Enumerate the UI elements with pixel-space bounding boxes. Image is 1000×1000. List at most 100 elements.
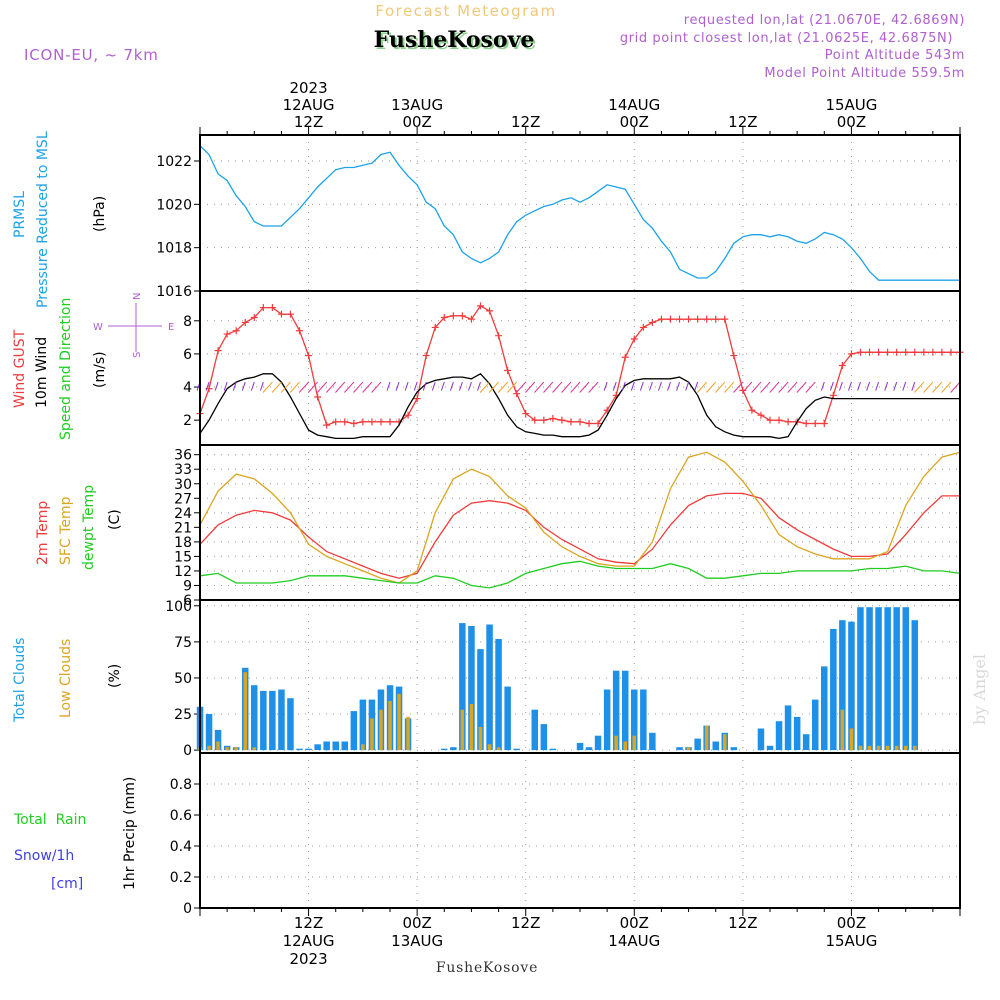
clouds-bar bbox=[585, 747, 593, 751]
wind-barb bbox=[724, 381, 735, 393]
model-point-altitude: Model Point Altitude 559.5m bbox=[764, 66, 965, 81]
wind-barb bbox=[694, 381, 699, 391]
gust-point bbox=[648, 318, 656, 326]
gust-point bbox=[368, 418, 376, 426]
gust-point bbox=[332, 418, 340, 426]
gust-point bbox=[467, 315, 475, 323]
temp-series-2 bbox=[199, 560, 961, 589]
clouds-bar bbox=[614, 735, 618, 751]
clouds-bar bbox=[496, 747, 501, 751]
wind-unit-label: (m/s) bbox=[92, 351, 108, 388]
time-label: 12Z bbox=[511, 113, 540, 131]
gust-point bbox=[305, 352, 313, 360]
clouds-bar bbox=[278, 689, 285, 751]
gust-point bbox=[277, 310, 285, 318]
snow-label: Snow/1h bbox=[14, 848, 74, 864]
clouds-bar bbox=[623, 741, 627, 751]
gust-point bbox=[241, 318, 249, 326]
clouds-bar bbox=[370, 718, 374, 751]
time-label: 12AUG bbox=[283, 96, 335, 114]
wind-barb bbox=[751, 381, 762, 393]
time-label: 00Z bbox=[837, 914, 866, 932]
time-label: 15AUG bbox=[825, 932, 877, 950]
clouds-bar bbox=[712, 741, 719, 751]
clouds-frame bbox=[199, 599, 961, 754]
temp-ytick-label: 15 bbox=[174, 549, 192, 565]
gust-point bbox=[214, 347, 222, 355]
gust-point bbox=[440, 313, 448, 321]
station-title: FusheKosove bbox=[374, 27, 535, 53]
time-label: 2023 bbox=[289, 79, 327, 97]
gust-point bbox=[594, 419, 602, 427]
wind-barb bbox=[950, 381, 961, 393]
clouds-bar bbox=[622, 670, 629, 751]
wind-barb bbox=[525, 381, 536, 393]
pressure-unit-label: (hPa) bbox=[92, 196, 108, 232]
clouds-bar bbox=[911, 620, 918, 751]
wind-ytick-label: 2 bbox=[183, 413, 192, 429]
gust-point bbox=[476, 302, 484, 310]
gust-point bbox=[820, 419, 828, 427]
wind-barb bbox=[875, 381, 880, 391]
clouds-bar bbox=[775, 721, 783, 751]
compass-w-label: W bbox=[93, 322, 103, 333]
gust-point bbox=[775, 416, 783, 424]
clouds-bar bbox=[867, 745, 872, 751]
clouds-bar bbox=[205, 714, 213, 751]
clouds-bar bbox=[350, 711, 358, 751]
wind-barb bbox=[829, 381, 834, 391]
pressure-panel-labels: PRMSL Pressure Reduced to MSL (hPa) bbox=[12, 131, 108, 308]
gust-point bbox=[893, 348, 901, 356]
gust-point bbox=[847, 350, 855, 358]
gust-point bbox=[531, 416, 539, 424]
gust-point bbox=[947, 348, 955, 356]
wind-barb bbox=[371, 381, 382, 393]
clouds-bar bbox=[549, 748, 557, 751]
clouds-bar bbox=[766, 745, 774, 751]
gust-point bbox=[341, 418, 349, 426]
wind-barb bbox=[395, 381, 400, 391]
clouds-bar bbox=[894, 745, 899, 751]
clouds-bar bbox=[632, 735, 636, 751]
wind-barb bbox=[413, 381, 418, 391]
time-label: 00Z bbox=[837, 113, 866, 131]
panels: 1016101810201022246869121518212427303336… bbox=[156, 127, 964, 917]
clouds-bar bbox=[252, 747, 256, 751]
gust-point bbox=[449, 312, 457, 320]
wind-barb bbox=[326, 381, 337, 393]
wind-barb bbox=[214, 381, 219, 391]
gust-point bbox=[377, 418, 385, 426]
wind-barb bbox=[440, 381, 445, 391]
gust-point bbox=[522, 410, 530, 418]
clouds-bar bbox=[875, 607, 882, 751]
requested-lonlat: requested lon,lat (21.0670E, 42.6869N) bbox=[684, 13, 965, 28]
gust-point bbox=[223, 330, 231, 338]
wind-barb bbox=[404, 381, 409, 391]
clouds-bar bbox=[893, 607, 900, 751]
pressure-reduced-label: Pressure Reduced to MSL bbox=[35, 131, 51, 308]
clouds-bar bbox=[486, 624, 493, 751]
wind-gust-label: Wind GUST bbox=[12, 329, 28, 408]
time-label: 00Z bbox=[620, 113, 649, 131]
gust-point bbox=[558, 416, 566, 424]
wind-series-0 bbox=[199, 305, 960, 426]
clouds-bar bbox=[460, 709, 465, 751]
clouds-bar bbox=[884, 607, 891, 751]
total-rain-label: Total Rain bbox=[13, 812, 86, 828]
wind-panel-labels: Wind GUST 10m Wind Speed and Direction (… bbox=[12, 293, 174, 440]
temp-2m-label: 2m Temp bbox=[35, 501, 51, 565]
clouds-bar bbox=[576, 742, 584, 751]
wind-barb bbox=[787, 381, 798, 393]
wind-barb bbox=[706, 381, 717, 393]
temp-sfc-label: SFC Temp bbox=[58, 496, 74, 565]
clouds-bar bbox=[406, 716, 410, 751]
wind-barb bbox=[271, 381, 282, 393]
clouds-bar bbox=[234, 747, 238, 751]
gust-point bbox=[929, 348, 937, 356]
time-label: 00Z bbox=[402, 113, 431, 131]
clouds-bar bbox=[540, 724, 548, 751]
wind-barb bbox=[250, 381, 255, 391]
clouds-bar bbox=[802, 734, 810, 751]
compass-s-label: S bbox=[132, 352, 143, 358]
